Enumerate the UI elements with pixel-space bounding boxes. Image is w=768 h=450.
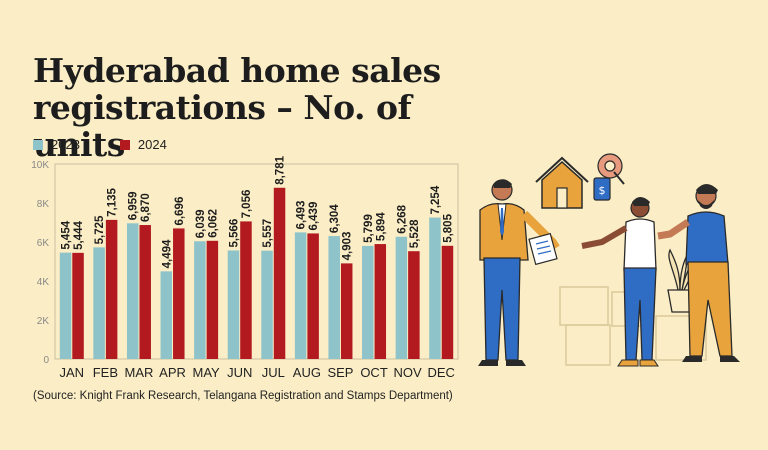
legend-item-2024: 2024: [119, 137, 167, 152]
y-tick-label: 10K: [31, 160, 49, 171]
buyer-man-figure: [657, 184, 740, 362]
svg-text:$: $: [599, 184, 606, 197]
bar-2023-nov: [395, 236, 408, 359]
bar-2023-jan: [59, 252, 72, 359]
buyer-woman-figure: [581, 197, 659, 367]
bar-2024-nov: [408, 251, 420, 359]
x-tick-label-oct: OCT: [360, 365, 388, 380]
x-tick-label-dec: DEC: [427, 365, 454, 380]
data-label-2023-aug: 6,493: [296, 201, 308, 230]
data-label-2024-may: 6,062: [207, 209, 219, 238]
key-icon: [597, 153, 625, 185]
data-label-2023-may: 6,039: [195, 209, 207, 238]
bar-2024-mar: [139, 225, 151, 359]
bar-2023-sep: [328, 236, 340, 359]
data-label-2024-jun: 7,056: [241, 190, 253, 219]
bar-2023-jun: [227, 250, 240, 359]
bar-2024-dec: [441, 245, 454, 359]
data-label-2024-aug: 6,439: [308, 202, 320, 231]
bar-2024-may: [206, 240, 219, 359]
bar-2024-oct: [374, 244, 387, 359]
x-tick-label-sep: SEP: [327, 365, 353, 380]
y-tick-label: 0: [43, 355, 49, 366]
legend-swatch-2023: [33, 139, 43, 150]
data-label-2023-nov: 6,268: [396, 204, 408, 233]
bar-2024-jan: [72, 252, 84, 359]
bar-2023-feb: [93, 247, 105, 359]
y-tick-label: 4K: [37, 277, 50, 288]
legend-swatch-2024: [119, 139, 130, 150]
bar-2023-dec: [429, 217, 441, 359]
legend-label-2024: 2024: [137, 137, 167, 152]
data-label-2023-oct: 5,799: [363, 214, 375, 243]
illustration-home-sale: $: [478, 153, 740, 367]
data-label-2023-jul: 5,557: [262, 219, 274, 248]
bar-2024-jun: [240, 221, 252, 359]
data-label-2024-oct: 5,894: [375, 212, 387, 241]
data-label-2023-sep: 6,304: [329, 204, 341, 233]
data-label-2024-dec: 5,805: [442, 213, 454, 242]
data-label-2024-jul: 8,781: [275, 155, 287, 184]
price-tag-icon: $: [593, 177, 611, 201]
data-label-2024-nov: 5,528: [409, 219, 421, 248]
bar-2024-jul: [273, 187, 286, 359]
bar-2023-oct: [362, 245, 374, 359]
bar-2023-mar: [126, 223, 139, 359]
bar-2024-aug: [307, 233, 319, 359]
x-tick-label-mar: MAR: [125, 365, 154, 380]
y-tick-label: 8K: [37, 199, 50, 210]
source-note: (Source: Knight Frank Research, Telangan…: [33, 390, 453, 402]
contract-document-icon: [528, 232, 558, 266]
y-tick-label: 2K: [37, 316, 50, 327]
x-tick-label-may: MAY: [193, 365, 221, 380]
house-sign-icon: [535, 156, 589, 209]
data-label-2023-jan: 5,454: [61, 220, 73, 249]
data-label-2023-feb: 5,725: [94, 215, 106, 244]
bar-2023-jul: [261, 250, 273, 359]
legend: 2023 2024: [33, 137, 167, 152]
plot-frame: [54, 163, 459, 360]
data-label-2023-dec: 7,254: [430, 185, 442, 214]
x-tick-label-feb: FEB: [93, 365, 118, 380]
bar-2023-aug: [294, 232, 307, 359]
data-label-2024-feb: 7,135: [107, 187, 119, 216]
x-tick-label-nov: NOV: [394, 365, 423, 380]
data-label-2024-jan: 5,444: [73, 220, 85, 249]
data-label-2024-sep: 4,903: [342, 232, 354, 261]
bar-2024-feb: [105, 219, 118, 359]
x-tick-label-aug: AUG: [293, 365, 321, 380]
x-tick-label-jul: JUL: [262, 365, 285, 380]
data-label-2023-mar: 6,959: [128, 192, 140, 221]
bar-2023-may: [194, 241, 206, 359]
data-label-2023-apr: 4,494: [161, 239, 173, 268]
legend-label-2023: 2023: [51, 137, 80, 152]
bar-2024-sep: [340, 263, 353, 359]
data-label-2024-mar: 6,870: [140, 193, 152, 222]
data-label-2024-apr: 6,696: [174, 197, 186, 226]
x-tick-label-jun: JUN: [227, 365, 252, 380]
x-tick-label-jan: JAN: [60, 365, 85, 380]
bar-2024-apr: [173, 228, 185, 359]
data-label-2023-jun: 5,566: [228, 219, 240, 248]
x-tick-label-apr: APR: [159, 365, 186, 380]
chart-title: Hyderabad home sales registrations – No.…: [33, 51, 441, 164]
legend-item-2023: 2023: [33, 137, 80, 152]
y-tick-label: 6K: [37, 238, 50, 249]
bar-2023-apr: [160, 271, 173, 359]
